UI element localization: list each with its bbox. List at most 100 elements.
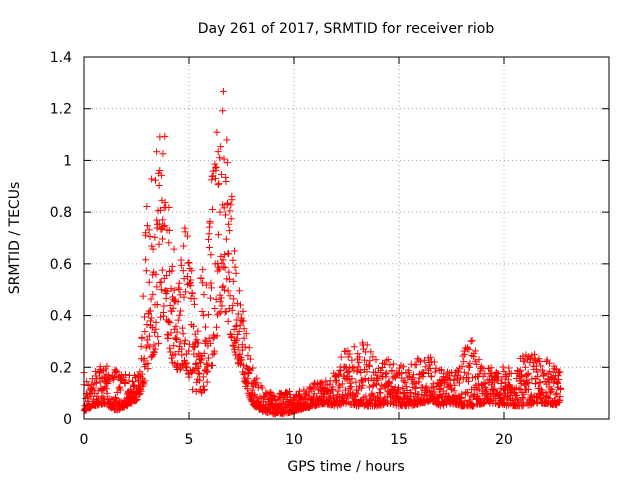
data-point [223,136,231,144]
data-point [160,302,168,310]
data-point [250,391,258,399]
data-point [249,364,257,372]
data-point [84,382,92,390]
data-point [91,367,99,375]
data-point [143,320,151,328]
data-point [184,259,192,267]
data-point [168,307,176,315]
data-point [117,386,125,394]
data-point [216,298,224,306]
data-point [234,330,242,338]
data-point [534,368,542,376]
data-point [145,278,153,286]
data-point [367,348,375,356]
data-point [440,370,448,378]
data-point [236,350,244,358]
data-point [221,251,229,259]
data-point [151,345,159,353]
data-point [533,398,541,406]
data-point [487,364,495,372]
data-point [372,356,380,364]
data-point [155,181,163,189]
data-point [352,378,360,386]
data-point [129,381,137,389]
data-point [216,291,224,299]
data-point [427,372,435,380]
data-point [247,396,255,404]
data-point [207,251,215,259]
data-point [116,383,124,391]
data-point [137,342,145,350]
data-point [209,205,217,213]
data-point [175,279,183,287]
data-point [200,312,208,320]
data-point [193,364,201,372]
data-point [388,366,396,374]
data-point [417,358,425,366]
data-point [152,176,160,184]
data-point [456,373,464,381]
data-point [122,371,130,379]
data-point [399,384,407,392]
data-point [242,330,250,338]
data-point [210,333,218,341]
data-point [196,351,204,359]
data-point [115,384,123,392]
data-point [347,383,355,391]
data-point [214,181,222,189]
data-point [157,286,165,294]
data-point [246,355,254,363]
data-point [539,366,547,374]
data-point [138,370,146,378]
data-point [173,328,181,336]
data-point [258,384,266,392]
data-point [209,351,217,359]
data-point [148,323,156,331]
data-point [545,359,553,367]
data-point [318,378,326,386]
data-point [183,359,191,367]
data-point [178,351,186,359]
data-point [350,343,358,351]
data-point [172,322,180,330]
data-point [110,373,118,381]
data-point [362,392,370,400]
data-point [525,379,533,387]
data-point [548,386,556,394]
data-point [102,365,110,373]
data-point [190,300,198,308]
y-tick-label: 0.2 [50,360,72,376]
data-point [505,364,513,372]
data-point [231,247,239,255]
data-point [374,376,382,384]
data-point [494,370,502,378]
data-point [176,338,184,346]
data-point [556,368,564,376]
data-point [465,363,473,371]
data-point [157,278,165,286]
data-point [219,107,227,115]
data-point [149,290,157,298]
data-point [233,299,241,307]
data-point [355,353,363,361]
data-point [220,286,228,294]
data-point [547,374,555,382]
data-point [226,227,234,235]
data-point [199,266,207,274]
plot-frame [83,56,610,420]
data-point [206,218,214,226]
data-point [156,167,164,175]
data-point [251,380,259,388]
data-point [103,389,111,397]
data-point [189,386,197,394]
data-point [181,228,189,236]
data-point [232,269,240,277]
x-tick-label: 15 [390,432,408,448]
data-point [139,292,147,300]
data-point [217,252,225,260]
data-point [202,338,210,346]
data-point [365,361,373,369]
data-point [236,321,244,329]
data-point [180,242,188,250]
data-point [345,367,353,375]
